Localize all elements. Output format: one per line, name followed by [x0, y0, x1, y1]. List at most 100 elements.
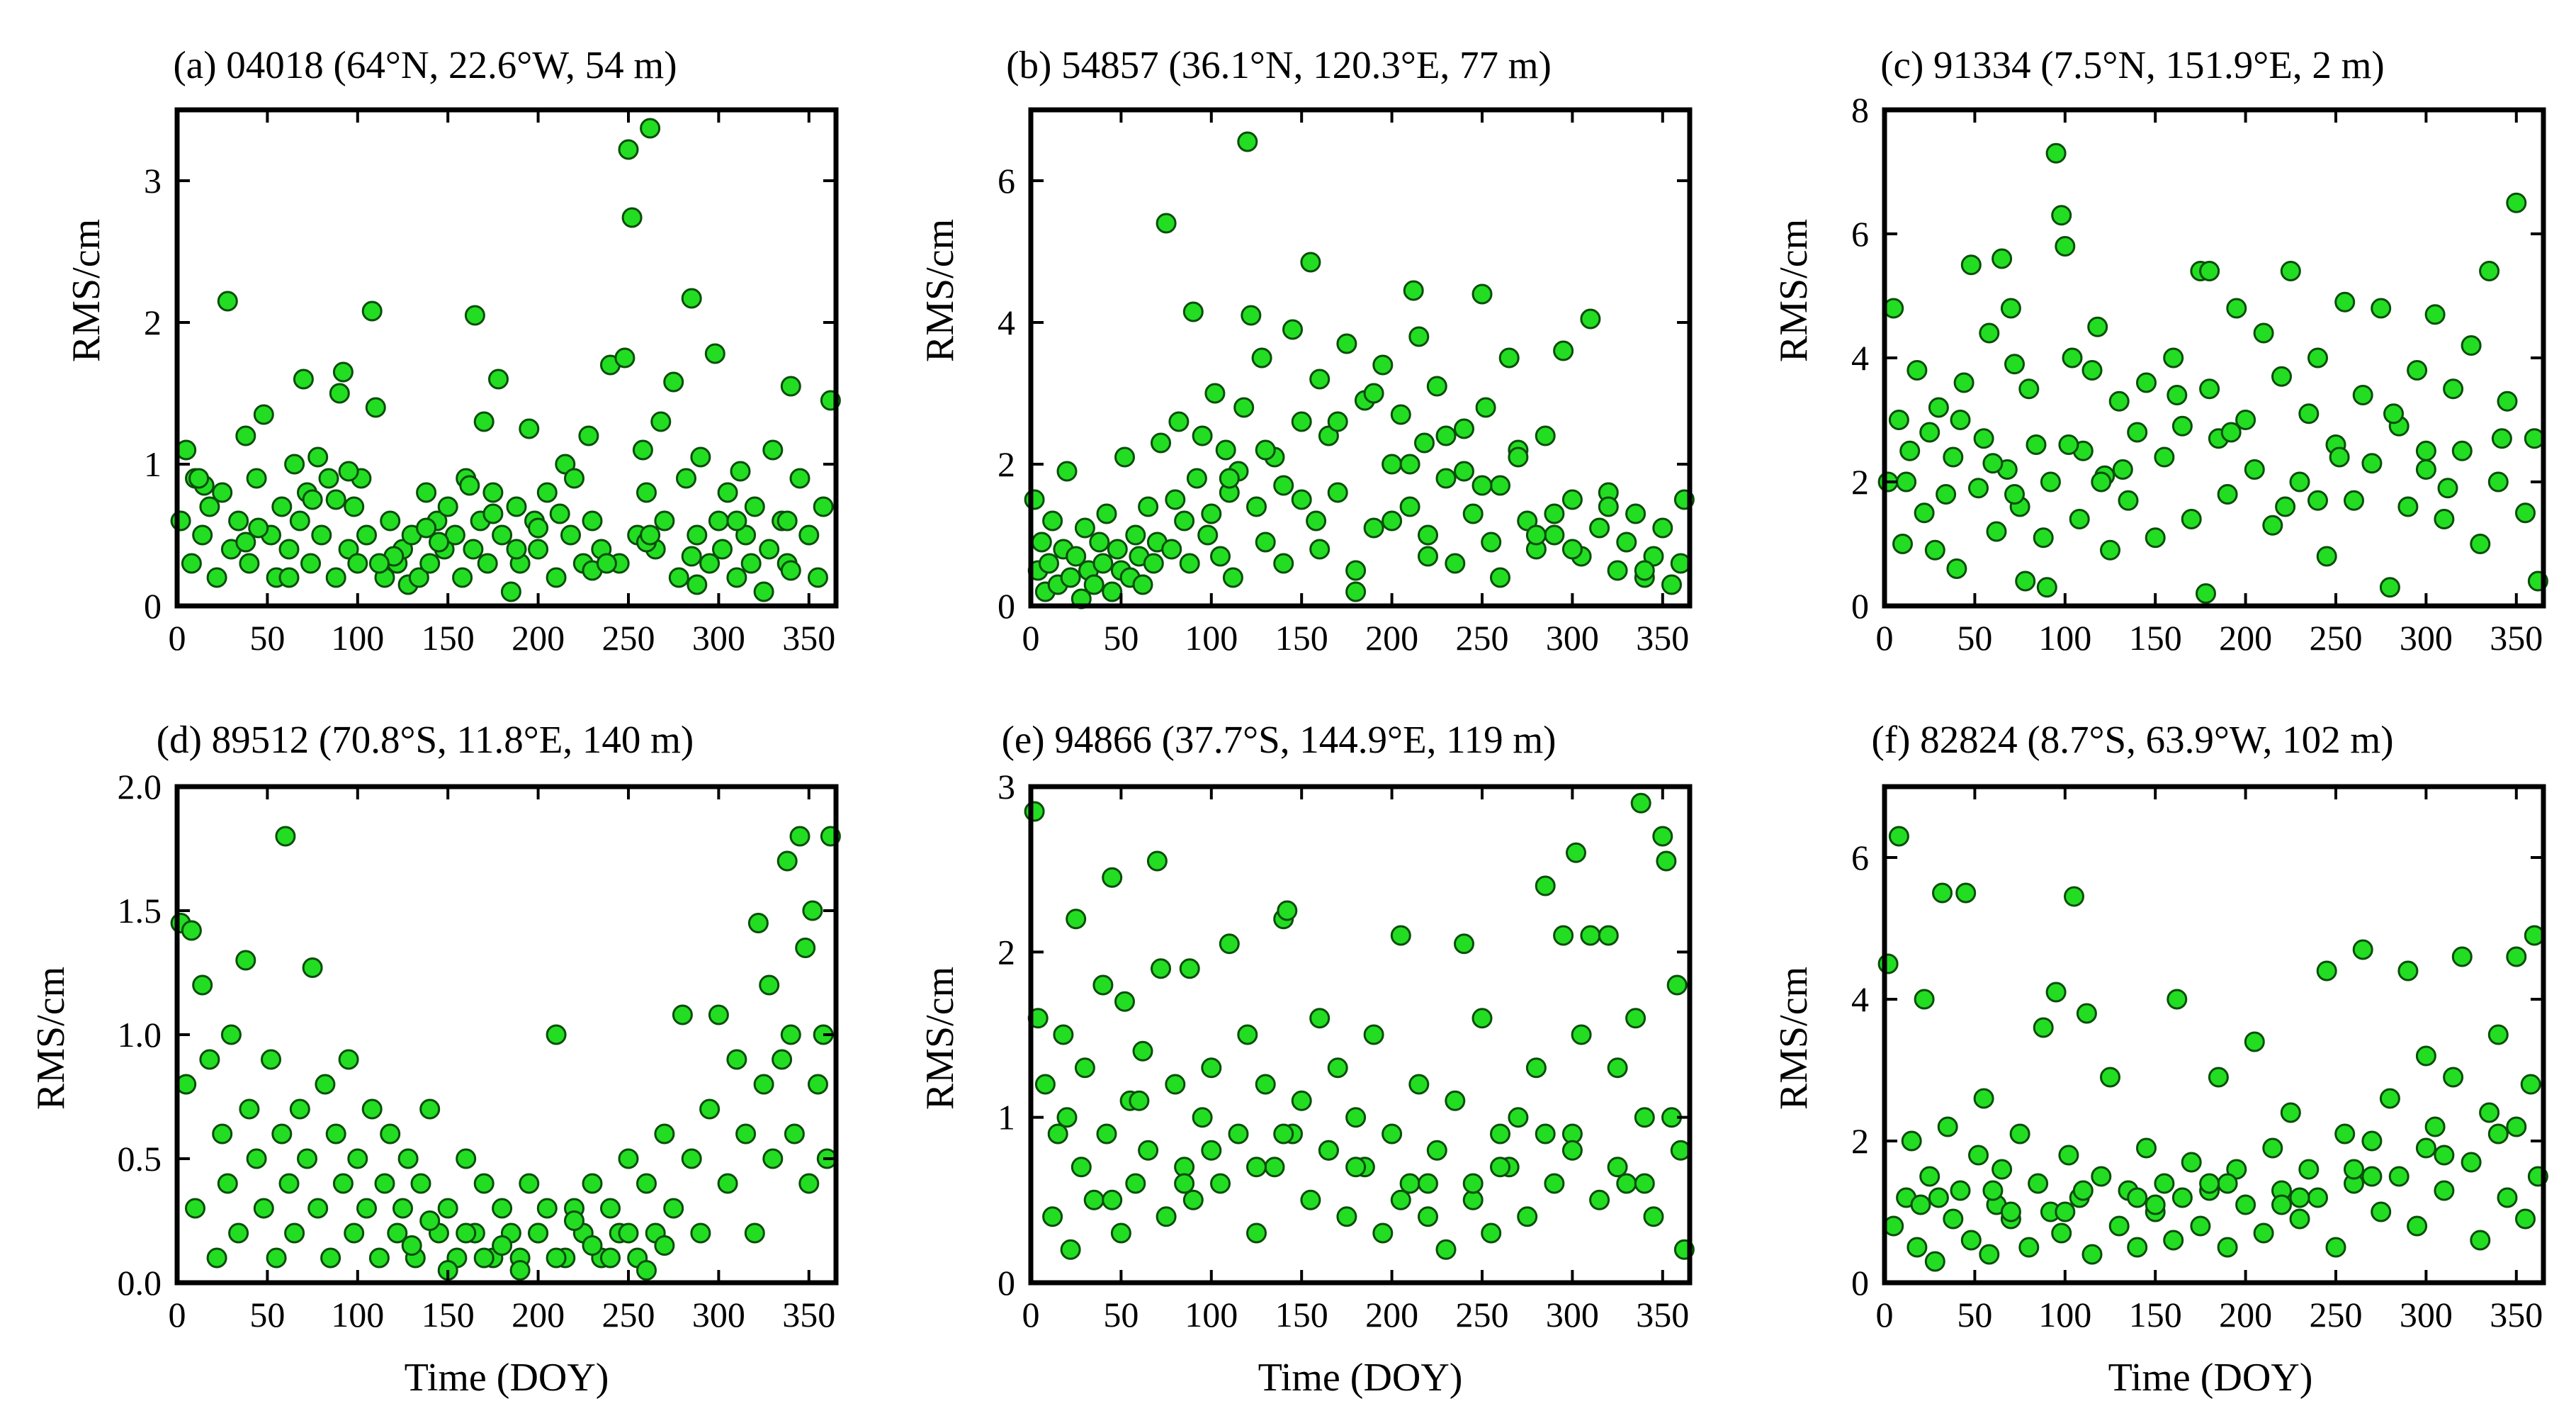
data-point-a [730, 461, 751, 482]
data-point-c [2344, 490, 2364, 511]
data-point-e [1508, 1107, 1529, 1128]
data-point-b [1309, 539, 1331, 560]
x-tick-label-a: 0 [169, 618, 186, 658]
data-point-c [2307, 347, 2328, 369]
data-point-b [1589, 517, 1610, 539]
data-point-c [2244, 459, 2265, 480]
data-point-d [185, 1198, 205, 1219]
data-point-b [1517, 510, 1538, 532]
data-point-f [2461, 1152, 2482, 1173]
data-point-c [2033, 527, 2054, 549]
data-point-e [1445, 1090, 1466, 1111]
data-point-c [2289, 471, 2310, 493]
data-point-a [318, 468, 339, 489]
x-tick-label-b: 100 [1185, 618, 1238, 658]
panel-e-ylabel: RMS/cm [918, 967, 962, 1110]
data-point-e [1102, 867, 1123, 888]
data-point-d [253, 1198, 274, 1219]
data-point-c [2334, 291, 2356, 313]
x-tick-label-e: 200 [1365, 1295, 1418, 1334]
data-point-b [1174, 510, 1195, 532]
y-tick-label-f: 4 [1851, 979, 1869, 1019]
data-point-b [1197, 524, 1219, 546]
data-point-e [1201, 1057, 1222, 1079]
data-point-f [1943, 1208, 1964, 1230]
panel-f-title: (f) 82824 (8.7°S, 63.9°W, 102 m) [1871, 718, 2393, 761]
x-tick-label-f: 300 [2400, 1295, 2453, 1334]
data-point-f [2443, 1067, 2464, 1088]
plot-frame-a [174, 107, 839, 609]
data-point-f [2009, 1123, 2030, 1145]
data-point-d [726, 1049, 747, 1070]
data-point-d [347, 1148, 368, 1169]
data-point-d [776, 850, 798, 872]
x-tick-label-c: 0 [1876, 618, 1894, 658]
data-point-d [271, 1123, 293, 1145]
panel-f-ylabel: RMS/cm [1772, 967, 1816, 1110]
data-point-c [2181, 509, 2202, 529]
data-point-b [1454, 418, 1474, 439]
data-point-b [1273, 475, 1294, 496]
data-point-c [2379, 577, 2400, 598]
data-point-d [747, 913, 769, 933]
panel-f-xlabel: Time (DOY) [2108, 1356, 2313, 1400]
data-point-b [1219, 468, 1240, 489]
data-point-c [2026, 434, 2047, 455]
data-point-b [1318, 425, 1339, 446]
panel-a-ylabel: RMS/cm [64, 219, 108, 362]
data-point-f [1968, 1145, 1989, 1166]
data-point-e [1201, 1140, 1222, 1161]
y-tick-label-b: 2 [998, 444, 1015, 484]
data-point-a [759, 539, 780, 560]
y-tick-label-e: 0 [998, 1263, 1015, 1303]
data-point-d [356, 1198, 377, 1219]
data-point-b [1625, 503, 1646, 524]
data-point-e [1418, 1173, 1438, 1194]
data-point-d [199, 1049, 220, 1070]
data-point-a [500, 581, 521, 602]
data-point-b [1291, 411, 1312, 432]
data-point-c [2461, 335, 2482, 356]
data-point-f [1914, 989, 1935, 1010]
data-point-e [1156, 1206, 1177, 1227]
y-tick-label-a: 0 [144, 586, 162, 626]
data-point-e [1652, 826, 1673, 847]
data-point-a [253, 404, 274, 425]
data-point-c [2199, 378, 2220, 400]
data-point-b [1435, 468, 1457, 489]
data-point-a [248, 517, 269, 539]
data-point-c [2062, 347, 2083, 369]
data-point-b [1544, 524, 1565, 546]
x-tick-label-f: 0 [1876, 1295, 1894, 1334]
data-point-a [762, 439, 784, 461]
data-point-e [1435, 1239, 1457, 1260]
panel-d-title: (d) 89512 (70.8°S, 11.8°E, 140 m) [157, 718, 694, 761]
data-point-a [419, 553, 441, 574]
x-tick-label-a: 250 [601, 618, 655, 658]
data-point-f [2072, 1180, 2094, 1201]
data-point-e [1146, 850, 1168, 872]
data-point-f [2520, 1074, 2541, 1095]
data-point-b [1327, 411, 1348, 432]
x-tick-label-a: 200 [512, 618, 565, 658]
data-point-d [284, 1222, 305, 1244]
data-point-c [2352, 385, 2373, 405]
data-point-a [416, 482, 437, 503]
data-point-b [1182, 301, 1204, 322]
data-point-b [1151, 432, 1171, 454]
data-point-a [536, 482, 558, 503]
data-point-b [1382, 510, 1403, 532]
data-point-e [1246, 1222, 1267, 1244]
data-point-b [1237, 131, 1258, 152]
data-point-b [1634, 560, 1655, 581]
data-point-e [1589, 1189, 1610, 1210]
data-point-e [1255, 1074, 1276, 1095]
data-point-e [1625, 1008, 1646, 1029]
data-point-f [2388, 1166, 2410, 1187]
data-point-e [1060, 1239, 1081, 1260]
data-point-d [239, 1098, 260, 1120]
data-point-b [1345, 560, 1367, 581]
y-tick-label-c: 2 [1851, 462, 1869, 502]
x-tick-label-c: 200 [2219, 618, 2272, 658]
data-point-a [278, 567, 300, 588]
